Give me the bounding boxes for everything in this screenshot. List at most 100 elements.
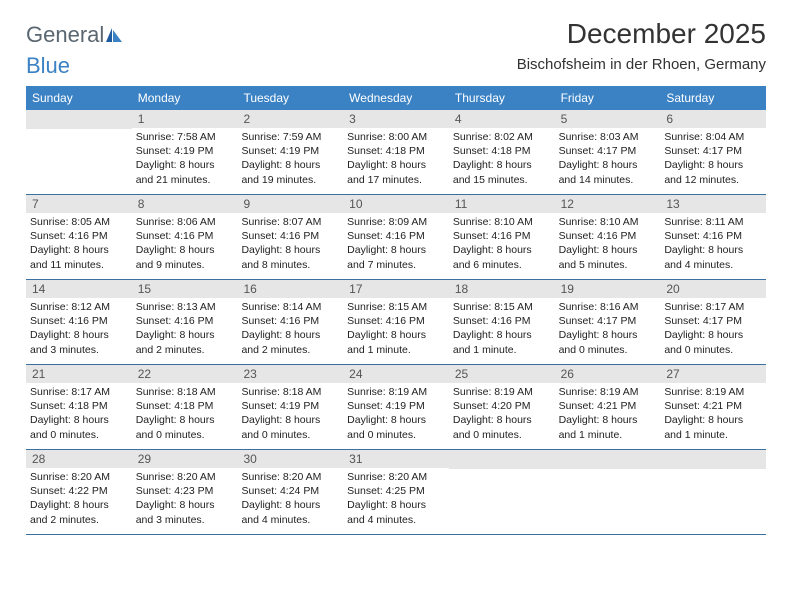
- day-line: Daylight: 8 hours: [347, 243, 445, 257]
- day-content: Sunrise: 8:09 AMSunset: 4:16 PMDaylight:…: [343, 213, 449, 276]
- logo: General Blue: [26, 24, 124, 78]
- day-line: Sunset: 4:21 PM: [664, 399, 762, 413]
- day-header: Tuesday: [237, 86, 343, 110]
- week-row: 1Sunrise: 7:58 AMSunset: 4:19 PMDaylight…: [26, 110, 766, 195]
- day-content: Sunrise: 8:18 AMSunset: 4:18 PMDaylight:…: [132, 383, 238, 446]
- day-number: 4: [449, 110, 555, 128]
- day-content: Sunrise: 8:19 AMSunset: 4:21 PMDaylight:…: [660, 383, 766, 446]
- day-line: Daylight: 8 hours: [664, 328, 762, 342]
- day-line: Sunset: 4:16 PM: [453, 229, 551, 243]
- day-line: Daylight: 8 hours: [347, 158, 445, 172]
- day-header: Sunday: [26, 86, 132, 110]
- day-line: Daylight: 8 hours: [559, 413, 657, 427]
- day-cell: [449, 450, 555, 534]
- day-cell: 17Sunrise: 8:15 AMSunset: 4:16 PMDayligh…: [343, 280, 449, 364]
- day-line: and 8 minutes.: [241, 258, 339, 272]
- page-title: December 2025: [517, 18, 766, 50]
- day-line: Daylight: 8 hours: [559, 243, 657, 257]
- day-line: and 4 minutes.: [664, 258, 762, 272]
- day-line: Sunset: 4:16 PM: [241, 314, 339, 328]
- day-line: Sunset: 4:16 PM: [559, 229, 657, 243]
- week-row: 14Sunrise: 8:12 AMSunset: 4:16 PMDayligh…: [26, 280, 766, 365]
- day-content: Sunrise: 8:05 AMSunset: 4:16 PMDaylight:…: [26, 213, 132, 276]
- day-line: Sunrise: 8:00 AM: [347, 130, 445, 144]
- day-line: and 0 minutes.: [241, 428, 339, 442]
- day-line: Sunrise: 8:13 AM: [136, 300, 234, 314]
- day-number: 5: [555, 110, 661, 128]
- day-line: Sunrise: 8:19 AM: [347, 385, 445, 399]
- day-line: Sunrise: 8:18 AM: [136, 385, 234, 399]
- day-line: Sunrise: 8:19 AM: [453, 385, 551, 399]
- day-line: Sunrise: 8:02 AM: [453, 130, 551, 144]
- day-line: and 3 minutes.: [30, 343, 128, 357]
- day-content: Sunrise: 8:20 AMSunset: 4:23 PMDaylight:…: [132, 468, 238, 531]
- day-line: Daylight: 8 hours: [241, 158, 339, 172]
- day-line: Sunset: 4:18 PM: [347, 144, 445, 158]
- day-number: 25: [449, 365, 555, 383]
- day-cell: 7Sunrise: 8:05 AMSunset: 4:16 PMDaylight…: [26, 195, 132, 279]
- day-number: 16: [237, 280, 343, 298]
- day-line: and 4 minutes.: [347, 513, 445, 527]
- day-cell: 15Sunrise: 8:13 AMSunset: 4:16 PMDayligh…: [132, 280, 238, 364]
- day-line: Daylight: 8 hours: [453, 158, 551, 172]
- day-line: Sunset: 4:24 PM: [241, 484, 339, 498]
- calendar-page: General Blue December 2025 Bischofsheim …: [0, 0, 792, 553]
- day-content: Sunrise: 8:19 AMSunset: 4:20 PMDaylight:…: [449, 383, 555, 446]
- day-number: 30: [237, 450, 343, 468]
- day-content: Sunrise: 8:12 AMSunset: 4:16 PMDaylight:…: [26, 298, 132, 361]
- day-line: and 1 minute.: [664, 428, 762, 442]
- week-row: 7Sunrise: 8:05 AMSunset: 4:16 PMDaylight…: [26, 195, 766, 280]
- day-line: and 1 minute.: [347, 343, 445, 357]
- day-cell: 11Sunrise: 8:10 AMSunset: 4:16 PMDayligh…: [449, 195, 555, 279]
- day-number: 21: [26, 365, 132, 383]
- day-line: and 1 minute.: [559, 428, 657, 442]
- day-cell: 26Sunrise: 8:19 AMSunset: 4:21 PMDayligh…: [555, 365, 661, 449]
- day-content: Sunrise: 8:10 AMSunset: 4:16 PMDaylight:…: [449, 213, 555, 276]
- day-cell: 14Sunrise: 8:12 AMSunset: 4:16 PMDayligh…: [26, 280, 132, 364]
- day-number: 7: [26, 195, 132, 213]
- day-line: Sunset: 4:19 PM: [136, 144, 234, 158]
- day-line: and 0 minutes.: [664, 343, 762, 357]
- day-line: Daylight: 8 hours: [559, 328, 657, 342]
- weeks-container: 1Sunrise: 7:58 AMSunset: 4:19 PMDaylight…: [26, 110, 766, 535]
- day-cell: 22Sunrise: 8:18 AMSunset: 4:18 PMDayligh…: [132, 365, 238, 449]
- day-number: 27: [660, 365, 766, 383]
- day-line: Sunrise: 8:17 AM: [30, 385, 128, 399]
- day-cell: 12Sunrise: 8:10 AMSunset: 4:16 PMDayligh…: [555, 195, 661, 279]
- day-line: Sunrise: 8:16 AM: [559, 300, 657, 314]
- day-line: and 0 minutes.: [559, 343, 657, 357]
- day-content: Sunrise: 8:19 AMSunset: 4:19 PMDaylight:…: [343, 383, 449, 446]
- day-number-empty: [449, 450, 555, 469]
- day-number: 15: [132, 280, 238, 298]
- day-number: 3: [343, 110, 449, 128]
- day-line: Sunrise: 8:09 AM: [347, 215, 445, 229]
- day-line: Sunrise: 8:07 AM: [241, 215, 339, 229]
- day-line: and 15 minutes.: [453, 173, 551, 187]
- day-line: Sunset: 4:17 PM: [664, 144, 762, 158]
- day-line: Sunset: 4:21 PM: [559, 399, 657, 413]
- day-line: Daylight: 8 hours: [347, 413, 445, 427]
- day-line: Daylight: 8 hours: [30, 328, 128, 342]
- day-line: Sunset: 4:20 PM: [453, 399, 551, 413]
- day-line: and 3 minutes.: [136, 513, 234, 527]
- week-row: 28Sunrise: 8:20 AMSunset: 4:22 PMDayligh…: [26, 450, 766, 535]
- day-line: Sunrise: 8:15 AM: [347, 300, 445, 314]
- day-cell: 5Sunrise: 8:03 AMSunset: 4:17 PMDaylight…: [555, 110, 661, 194]
- day-line: Daylight: 8 hours: [347, 498, 445, 512]
- day-cell: [660, 450, 766, 534]
- day-line: Sunset: 4:18 PM: [453, 144, 551, 158]
- day-number: 1: [132, 110, 238, 128]
- day-line: and 11 minutes.: [30, 258, 128, 272]
- day-content: Sunrise: 8:20 AMSunset: 4:22 PMDaylight:…: [26, 468, 132, 531]
- day-line: Sunrise: 7:58 AM: [136, 130, 234, 144]
- logo-general: General: [26, 22, 104, 47]
- day-cell: 25Sunrise: 8:19 AMSunset: 4:20 PMDayligh…: [449, 365, 555, 449]
- day-header: Saturday: [660, 86, 766, 110]
- day-line: and 21 minutes.: [136, 173, 234, 187]
- day-line: and 4 minutes.: [241, 513, 339, 527]
- day-number: 20: [660, 280, 766, 298]
- day-content: Sunrise: 8:19 AMSunset: 4:21 PMDaylight:…: [555, 383, 661, 446]
- day-line: Sunset: 4:19 PM: [241, 144, 339, 158]
- day-line: Sunset: 4:18 PM: [30, 399, 128, 413]
- day-line: and 12 minutes.: [664, 173, 762, 187]
